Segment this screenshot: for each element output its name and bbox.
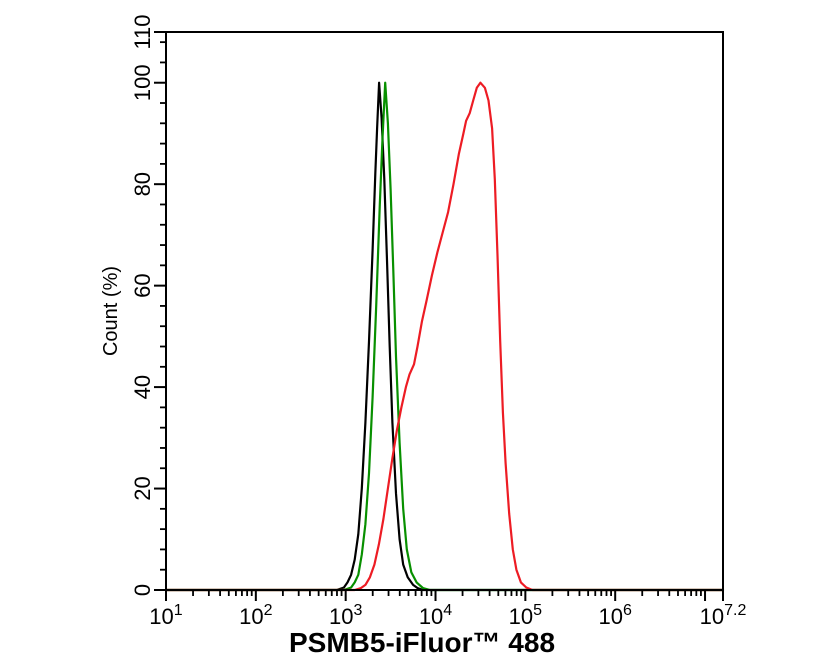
y-axis: 0 20 40 60 80 100 110 — [130, 14, 166, 596]
x-tick-label: 103 — [329, 602, 362, 629]
x-tick-label: 105 — [509, 602, 542, 629]
y-tick-label: 0 — [130, 584, 155, 596]
x-axis: 101 102 103 104 105 106 107.2 — [149, 590, 746, 629]
plot-curves — [164, 81, 725, 592]
black-curve — [164, 81, 725, 592]
red-curve — [164, 81, 725, 592]
x-tick-label: 102 — [239, 602, 272, 629]
y-tick-label: 40 — [130, 375, 155, 399]
y-tick-label: 100 — [130, 64, 155, 101]
x-tick-label: 107.2 — [700, 602, 747, 629]
x-axis-title: PSMB5-iFluor™ 488 — [289, 627, 555, 658]
y-tick-label: 20 — [130, 476, 155, 500]
y-tick-label: 110 — [130, 14, 155, 49]
x-tick-label: 106 — [598, 602, 631, 629]
plot-border — [165, 31, 724, 591]
x-tick-label: 101 — [149, 602, 182, 629]
green-curve — [164, 81, 725, 592]
x-tick-label: 104 — [419, 602, 452, 629]
plot-frame — [165, 31, 724, 591]
y-tick-label: 60 — [130, 273, 155, 297]
y-tick-label: 80 — [130, 172, 155, 196]
y-axis-title: Count (%) — [100, 266, 122, 356]
